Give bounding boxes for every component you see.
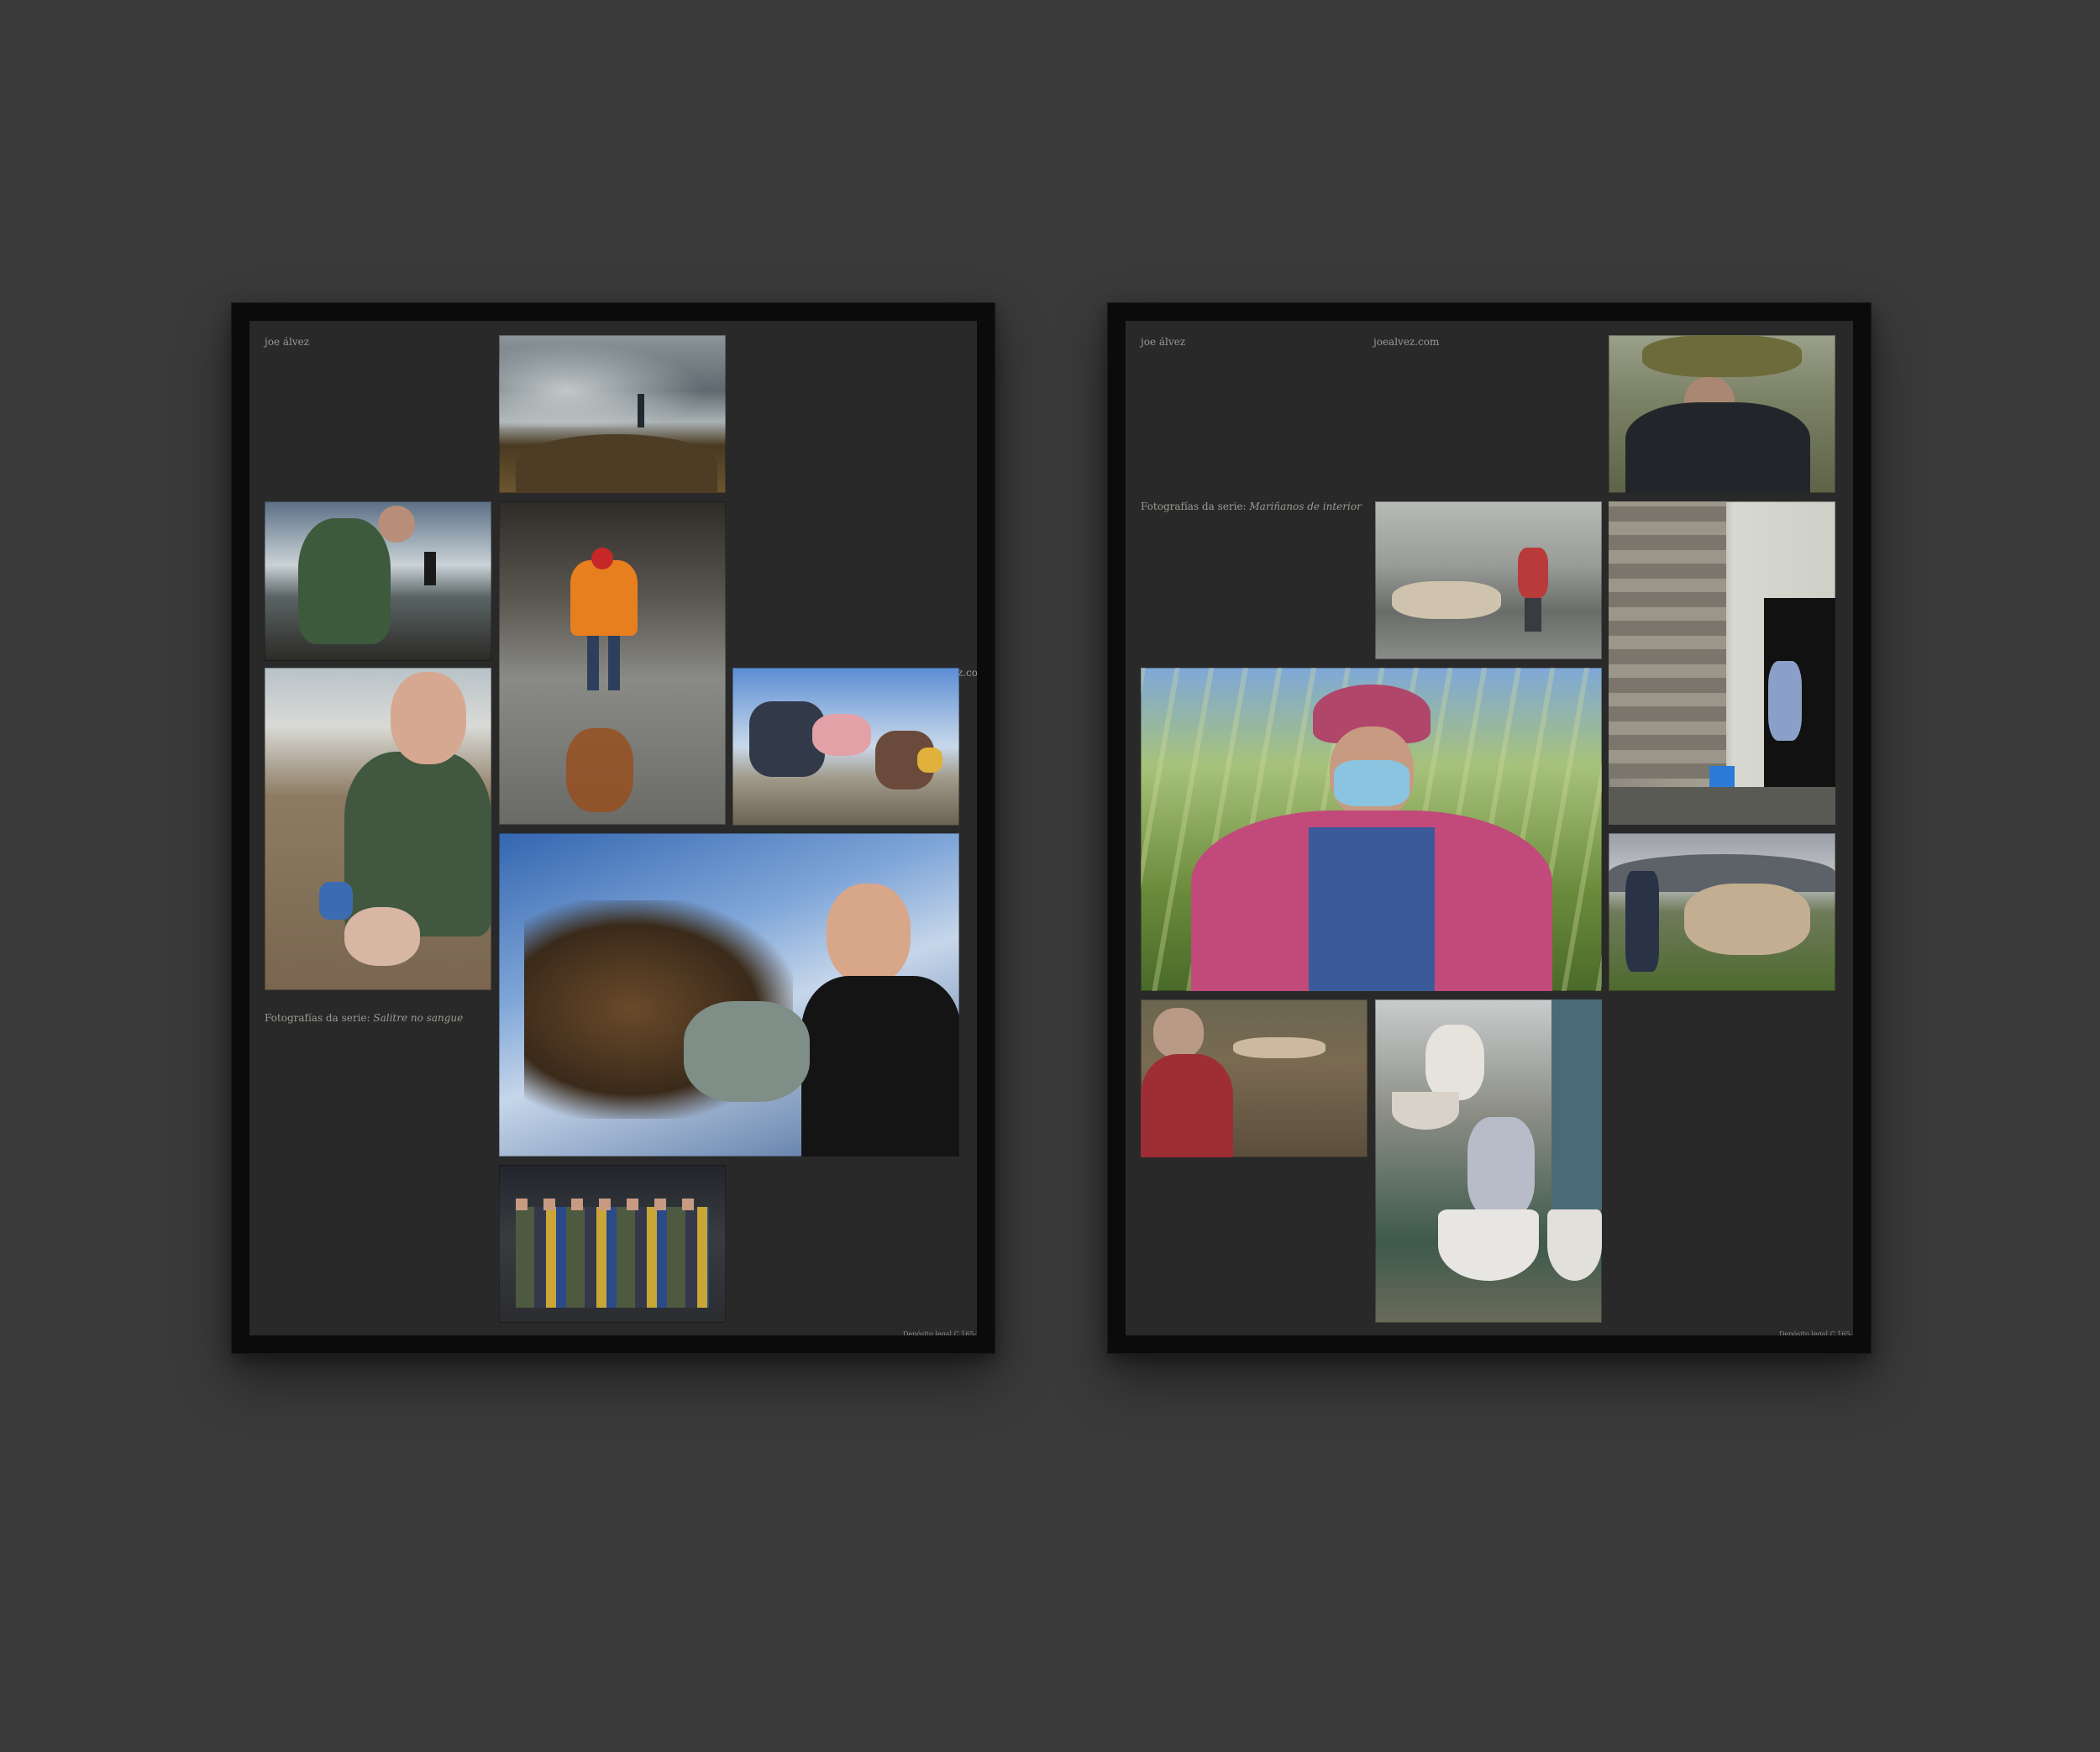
poster-mat-left: joe álvez joealvez.com Fotografías da se… [249,321,977,1335]
photo-group-workers-portrait [499,1165,726,1323]
photo-woman-barnacles-glove [499,833,959,1157]
photo-women-beans-basins [1375,999,1602,1323]
series-caption: Fotografías da serie: Salitre no sangue [265,1012,463,1024]
photo-percebeira-rock-waves [499,335,726,493]
photo-beach-diggers [732,668,959,826]
photo-woman-raincoat-beach [265,501,491,661]
author-name: joe álvez [1141,336,1186,348]
photo-woman-pigs-mud [1141,999,1368,1157]
photo-woman-clams-hands [265,668,491,990]
series-title: Mariñanos de interior [1249,501,1362,512]
website-label: joealvez.com [1373,336,1440,348]
photo-man-with-cow [1609,833,1835,991]
series-prefix: Fotografías da serie: [1141,501,1250,512]
poster-frame-right: joe álvez joealvez.com Fotografías da se… [1107,302,1872,1354]
author-name: joe álvez [265,336,310,348]
photo-shellfisher-orange-jacket [499,501,726,825]
poster-mat-right: joe álvez joealvez.com Fotografías da se… [1126,321,1853,1335]
series-title: Salitre no sangue [373,1012,464,1024]
series-caption: Fotografías da serie: Mariñanos de inter… [1141,501,1362,512]
legal-deposit: Depósito legal C 165-2023 [903,1330,977,1335]
legal-deposit: Depósito legal C 165-2023 [1779,1330,1853,1335]
photo-man-carrying-hay [1609,335,1835,493]
photo-woman-stone-doorway [1609,501,1835,825]
photo-shepherd-sheep-road [1375,501,1602,659]
series-prefix: Fotografías da serie: [265,1012,374,1024]
photo-woman-mask-beans [1141,668,1602,991]
poster-frame-left: joe álvez joealvez.com Fotografías da se… [231,302,995,1354]
